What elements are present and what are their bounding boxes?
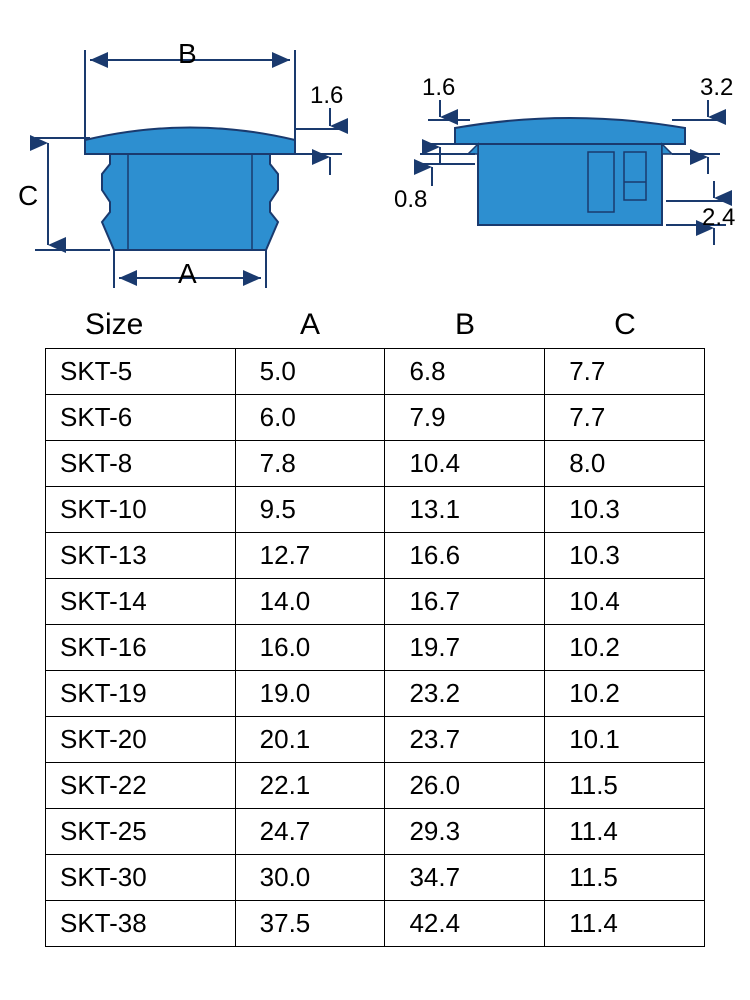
table-row: SKT-3030.034.711.5 [46,855,705,901]
cell-c: 11.5 [545,855,705,901]
cell-b: 34.7 [385,855,545,901]
cell-size: SKT-10 [46,487,236,533]
cell-size: SKT-8 [46,441,236,487]
cell-c: 10.1 [545,717,705,763]
cell-size: SKT-16 [46,625,236,671]
table-row: SKT-3837.542.411.4 [46,901,705,947]
dimension-label-bl: 0.8 [394,186,427,214]
cell-size: SKT-38 [46,901,236,947]
size-table-area: Size A B C SKT-55.06.87.7SKT-66.07.97.7S… [45,308,705,947]
cell-b: 10.4 [385,441,545,487]
cell-a: 5.0 [235,349,385,395]
size-table: SKT-55.06.87.7SKT-66.07.97.7SKT-87.810.4… [45,348,705,947]
cell-c: 10.3 [545,533,705,579]
cell-size: SKT-25 [46,809,236,855]
cell-a: 16.0 [235,625,385,671]
cell-a: 22.1 [235,763,385,809]
cell-c: 11.4 [545,901,705,947]
cell-b: 16.7 [385,579,545,625]
dimension-label-c: C [18,180,38,212]
cell-c: 10.2 [545,671,705,717]
header-b: B [385,308,545,342]
cell-c: 7.7 [545,349,705,395]
table-row: SKT-2020.123.710.1 [46,717,705,763]
cell-c: 10.3 [545,487,705,533]
cell-a: 24.7 [235,809,385,855]
cell-b: 7.9 [385,395,545,441]
dimension-label-1-6: 1.6 [310,82,343,110]
cell-size: SKT-6 [46,395,236,441]
cell-size: SKT-30 [46,855,236,901]
cell-c: 11.5 [545,763,705,809]
table-row: SKT-109.513.110.3 [46,487,705,533]
diagram-area: B A C 1.6 [0,0,750,300]
dimension-label-a: A [178,258,197,290]
cell-b: 23.7 [385,717,545,763]
cell-size: SKT-20 [46,717,236,763]
table-row: SKT-2524.729.311.4 [46,809,705,855]
cell-a: 9.5 [235,487,385,533]
header-a: A [235,308,385,342]
cell-b: 16.6 [385,533,545,579]
page: B A C 1.6 [0,0,750,1000]
cell-c: 10.2 [545,625,705,671]
cell-a: 37.5 [235,901,385,947]
table-row: SKT-66.07.97.7 [46,395,705,441]
cell-a: 19.0 [235,671,385,717]
cell-size: SKT-22 [46,763,236,809]
table-row: SKT-1312.716.610.3 [46,533,705,579]
header-c: C [545,308,705,342]
cell-b: 29.3 [385,809,545,855]
dimension-label-tl: 1.6 [422,74,455,102]
table-row: SKT-1919.023.210.2 [46,671,705,717]
cell-b: 42.4 [385,901,545,947]
dimension-label-tr: 3.2 [700,74,733,102]
cell-b: 26.0 [385,763,545,809]
cell-c: 10.4 [545,579,705,625]
dimension-label-br: 2.4 [702,204,735,232]
cell-c: 11.4 [545,809,705,855]
table-row: SKT-2222.126.011.5 [46,763,705,809]
cell-a: 14.0 [235,579,385,625]
table-header-row: Size A B C [45,308,705,348]
table-row: SKT-55.06.87.7 [46,349,705,395]
cell-b: 13.1 [385,487,545,533]
left-part-diagram [30,30,370,300]
cell-size: SKT-5 [46,349,236,395]
table-row: SKT-1414.016.710.4 [46,579,705,625]
cell-size: SKT-13 [46,533,236,579]
table-row: SKT-1616.019.710.2 [46,625,705,671]
header-size: Size [45,308,235,342]
cell-c: 7.7 [545,395,705,441]
cell-a: 20.1 [235,717,385,763]
cell-a: 7.8 [235,441,385,487]
cell-size: SKT-19 [46,671,236,717]
cell-b: 6.8 [385,349,545,395]
cell-a: 12.7 [235,533,385,579]
cell-size: SKT-14 [46,579,236,625]
cell-b: 23.2 [385,671,545,717]
dimension-label-b: B [178,38,197,70]
cell-a: 30.0 [235,855,385,901]
table-row: SKT-87.810.48.0 [46,441,705,487]
cell-b: 19.7 [385,625,545,671]
cell-a: 6.0 [235,395,385,441]
cell-c: 8.0 [545,441,705,487]
